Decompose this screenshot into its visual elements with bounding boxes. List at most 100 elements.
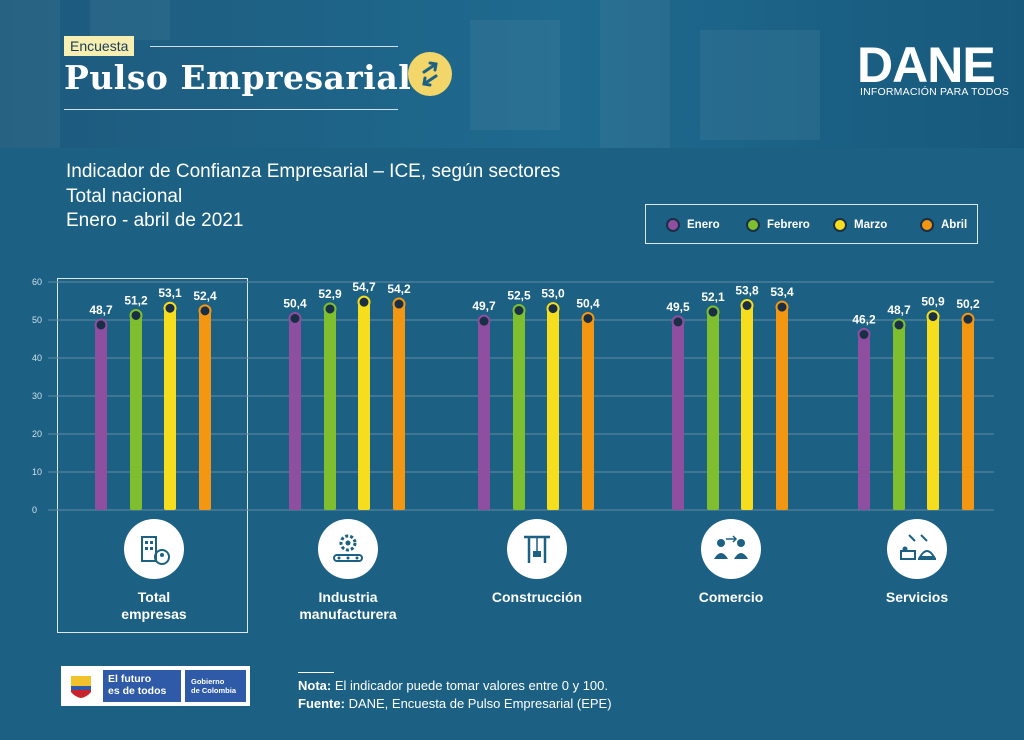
- bar: [707, 312, 719, 510]
- gear-factory-icon: [318, 519, 378, 579]
- sector-label-line: Industria: [318, 589, 378, 605]
- bar-marker: [323, 302, 337, 316]
- legend-dot-marzo: [833, 218, 847, 232]
- sector-label-industria: Industria manufacturera: [258, 589, 438, 623]
- bar: [893, 324, 905, 510]
- y-tick-label: 10: [32, 467, 42, 477]
- chart-title: Indicador de Confianza Empresarial – ICE…: [66, 160, 560, 234]
- y-tick-label: 50: [32, 315, 42, 325]
- data-label: 50,4: [283, 296, 307, 310]
- legend-label-enero: Enero: [687, 219, 720, 231]
- y-tick-label: 60: [32, 277, 42, 287]
- legend-label-marzo: Marzo: [854, 219, 888, 231]
- footer-rule: [298, 672, 334, 673]
- futuro-line2: es de todos: [108, 685, 167, 697]
- hotel-service-icon: [887, 519, 947, 579]
- legend-label-febrero: Febrero: [767, 219, 810, 231]
- dane-tagline: INFORMACIÓN PARA TODOS: [860, 86, 1010, 98]
- bar-marker: [706, 305, 720, 319]
- source-label: Fuente:: [298, 696, 345, 711]
- data-label: 53,8: [735, 284, 759, 298]
- legend-dot-febrero: [746, 218, 760, 232]
- chart-title-line3: Enero - abril de 2021: [66, 210, 244, 231]
- sector-label-line: Servicios: [885, 589, 949, 605]
- bar-marker: [581, 311, 595, 325]
- data-label: 52,5: [507, 289, 531, 303]
- bar: [672, 321, 684, 510]
- bar: [927, 316, 939, 510]
- data-label: 52,4: [193, 289, 217, 303]
- bar-marker: [129, 308, 143, 322]
- bar-marker: [546, 302, 560, 316]
- bar-marker: [926, 310, 940, 324]
- bar: [858, 334, 870, 510]
- note-label: Nota:: [298, 678, 332, 693]
- note-line: Nota: El indicador puede tomar valores e…: [298, 677, 612, 695]
- y-tick-label: 0: [32, 505, 37, 515]
- gobierno-logo-text: Gobierno de Colombia: [185, 670, 246, 702]
- bar: [199, 310, 211, 510]
- source-line: Fuente: DANE, Encuesta de Pulso Empresar…: [298, 695, 612, 713]
- data-label: 53,1: [158, 286, 182, 300]
- dane-logo: DANE: [857, 37, 996, 93]
- legend-item-marzo: Marzo: [833, 205, 887, 245]
- bar: [741, 305, 753, 510]
- header-background: [0, 0, 1024, 148]
- legend-item-febrero: Febrero: [746, 205, 810, 245]
- sector-label-total-empresas: Total empresas: [64, 589, 244, 623]
- data-label: 50,2: [956, 297, 980, 311]
- data-label: 50,4: [576, 296, 600, 310]
- futuro-logo-text: El futuro es de todos: [103, 670, 181, 702]
- data-label: 49,7: [472, 299, 496, 313]
- bar-marker: [288, 311, 302, 325]
- sector-label-line: Construcción: [491, 589, 583, 605]
- government-logo: El futuro es de todos Gobierno de Colomb…: [61, 666, 250, 706]
- sector-label-construccion: Construcción: [447, 589, 627, 606]
- bar: [513, 310, 525, 510]
- chart-title-line2: Total nacional: [66, 185, 183, 207]
- data-label: 51,2: [124, 293, 148, 307]
- bar-marker: [198, 304, 212, 318]
- data-label: 54,7: [352, 280, 376, 294]
- bar-marker: [671, 315, 685, 329]
- data-label: 54,2: [387, 282, 411, 296]
- y-tick-label: 30: [32, 391, 42, 401]
- bar-marker: [357, 295, 371, 309]
- chart-legend: Enero Febrero Marzo Abril: [645, 204, 978, 244]
- title-top-rule: [150, 46, 398, 47]
- bar: [962, 319, 974, 510]
- bar-marker: [477, 314, 491, 328]
- note-text: El indicador puede tomar valores entre 0…: [331, 678, 608, 693]
- bar: [582, 318, 594, 510]
- bar-marker: [94, 318, 108, 332]
- footer-notes: Nota: El indicador puede tomar valores e…: [298, 677, 612, 713]
- bar: [324, 308, 336, 510]
- bar-marker: [961, 312, 975, 326]
- crane-icon: [507, 519, 567, 579]
- bar: [358, 302, 370, 510]
- legend-item-abril: Abril: [920, 205, 967, 245]
- sector-label-line: Comercio: [698, 589, 764, 605]
- gobierno-line1: Gobierno: [191, 677, 225, 686]
- survey-title: Pulso Empresarial: [64, 58, 412, 97]
- data-label: 50,9: [921, 295, 945, 309]
- data-label: 52,1: [701, 290, 725, 304]
- survey-badge: Encuesta: [64, 36, 135, 56]
- legend-dot-enero: [666, 218, 680, 232]
- data-label: 52,9: [318, 287, 342, 301]
- trade-people-icon: [701, 519, 761, 579]
- bar-marker: [892, 318, 906, 332]
- bar-marker: [740, 299, 754, 313]
- bar-marker: [163, 301, 177, 315]
- bar: [776, 307, 788, 510]
- bar: [393, 304, 405, 510]
- bar-marker: [392, 297, 406, 311]
- bar-marker: [775, 300, 789, 314]
- sector-label-line: empresas: [121, 606, 187, 622]
- legend-item-enero: Enero: [666, 205, 720, 245]
- building-person-icon: [124, 519, 184, 579]
- data-label: 46,2: [852, 312, 876, 326]
- gobierno-line2: de Colombia: [191, 686, 237, 695]
- coat-of-arms-icon: [71, 676, 91, 698]
- legend-dot-abril: [920, 218, 934, 232]
